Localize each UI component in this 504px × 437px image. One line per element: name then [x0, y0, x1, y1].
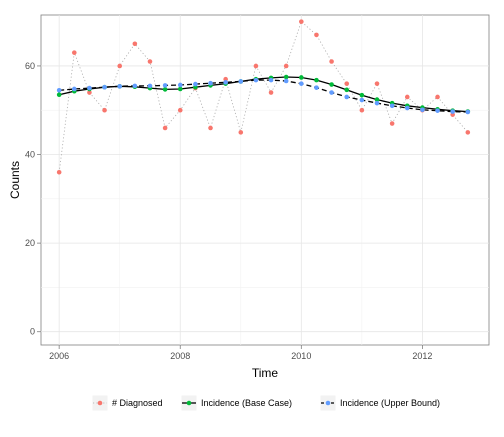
data-point-diagnosed	[314, 32, 319, 38]
data-point-diagnosed	[404, 94, 410, 100]
data-point-incidence-upper-bound	[299, 81, 304, 86]
data-point-incidence-base-case	[329, 82, 334, 87]
y-tick-label: 20	[25, 238, 35, 248]
panel-background	[40, 14, 490, 346]
legend-label-incidence-base-case: Incidence (Base Case)	[201, 398, 292, 408]
x-tick-label: 2006	[49, 351, 69, 361]
legend-point-incidence-upper-bound	[325, 400, 331, 406]
data-point-diagnosed	[329, 59, 334, 64]
legend-point-diagnosed	[97, 400, 103, 406]
data-point-incidence-upper-bound	[344, 94, 350, 100]
x-tick-label: 2010	[291, 351, 311, 361]
data-point-incidence-upper-bound	[374, 100, 380, 106]
data-point-diagnosed	[283, 63, 289, 69]
data-point-incidence-base-case	[359, 92, 365, 98]
data-point-incidence-upper-bound	[208, 80, 213, 86]
data-point-diagnosed	[71, 50, 77, 55]
data-point-incidence-base-case	[314, 77, 319, 83]
data-point-incidence-upper-bound	[223, 80, 228, 85]
data-point-diagnosed	[147, 59, 153, 64]
data-point-diagnosed	[465, 130, 471, 135]
data-point-incidence-upper-bound	[329, 90, 334, 95]
grid-lines	[41, 15, 489, 345]
data-point-incidence-upper-bound	[71, 86, 77, 92]
data-point-incidence-upper-bound	[253, 77, 259, 83]
y-tick-label: 40	[25, 150, 35, 160]
data-point-diagnosed	[177, 107, 183, 113]
data-point-diagnosed	[162, 125, 168, 131]
data-point-diagnosed	[253, 63, 259, 69]
data-point-incidence-upper-bound	[314, 85, 319, 90]
data-point-diagnosed	[344, 81, 350, 86]
data-point-incidence-base-case	[162, 87, 168, 92]
data-point-diagnosed	[208, 125, 213, 131]
data-point-incidence-base-case	[344, 87, 350, 93]
data-point-incidence-base-case	[374, 97, 380, 102]
series-line-incidence-upper-bound	[59, 79, 468, 113]
legend-label-incidence-upper-bound: Incidence (Upper Bound)	[340, 398, 440, 408]
data-point-diagnosed	[435, 94, 440, 100]
data-point-diagnosed	[87, 90, 92, 95]
data-point-diagnosed	[374, 81, 380, 86]
data-point-incidence-upper-bound	[359, 97, 365, 103]
data-point-incidence-base-case	[299, 75, 304, 80]
legend-point-incidence-base-case	[186, 400, 192, 406]
series-layer	[58, 20, 469, 173]
data-point-incidence-upper-bound	[389, 103, 395, 109]
data-point-diagnosed	[56, 169, 62, 175]
data-point-incidence-upper-bound	[177, 82, 183, 88]
y-tick-label: 0	[30, 327, 35, 337]
x-tick-label: 2012	[412, 351, 432, 361]
legend: # Diagnosed Incidence (Base Case) Incidenc…	[91, 394, 440, 412]
legend-label-diagnosed: # Diagnosed	[112, 398, 163, 408]
data-point-incidence-upper-bound	[87, 85, 92, 91]
data-point-incidence-base-case	[177, 86, 183, 92]
data-point-incidence-upper-bound	[420, 107, 425, 113]
data-point-diagnosed	[389, 121, 395, 126]
data-point-diagnosed	[238, 130, 244, 135]
data-point-incidence-upper-bound	[283, 78, 289, 84]
data-point-incidence-upper-bound	[56, 88, 62, 93]
data-point-incidence-upper-bound	[193, 81, 198, 87]
data-point-incidence-upper-bound	[238, 79, 244, 84]
data-point-incidence-upper-bound	[450, 109, 455, 114]
data-point-diagnosed	[268, 90, 274, 95]
data-point-incidence-base-case	[56, 92, 62, 98]
data-point-incidence-upper-bound	[435, 108, 440, 113]
data-point-diagnosed	[132, 41, 138, 47]
data-point-incidence-upper-bound	[162, 83, 168, 88]
data-point-diagnosed	[299, 19, 304, 24]
data-point-diagnosed	[359, 107, 365, 113]
data-point-incidence-upper-bound	[102, 84, 107, 90]
axes: 0 20 40 60 2006 2008 2010 2012	[25, 61, 432, 361]
x-tick-label: 2008	[170, 351, 190, 361]
y-tick-label: 60	[25, 61, 35, 71]
y-axis-title: Counts	[8, 161, 22, 199]
data-point-diagnosed	[117, 63, 123, 69]
data-point-incidence-upper-bound	[147, 83, 153, 89]
data-point-incidence-upper-bound	[404, 105, 410, 111]
x-axis-title: Time	[252, 366, 279, 380]
data-point-incidence-upper-bound	[117, 84, 123, 89]
points-layer	[56, 19, 471, 175]
data-point-incidence-upper-bound	[268, 77, 274, 83]
data-point-incidence-upper-bound	[132, 83, 138, 89]
data-point-diagnosed	[102, 107, 107, 113]
data-point-incidence-base-case	[283, 74, 289, 80]
data-point-incidence-upper-bound	[465, 109, 471, 115]
